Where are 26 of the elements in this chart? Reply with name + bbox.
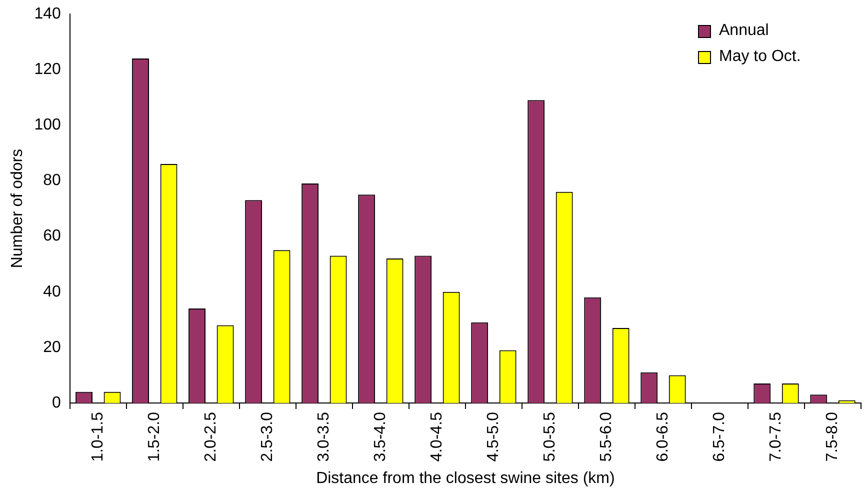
- y-tick-label: 140: [34, 5, 61, 22]
- x-tick-label: 5.5-6.0: [598, 412, 616, 462]
- x-tick-label: 1.5-2.0: [146, 412, 164, 462]
- x-tick-label: 3.5-4.0: [372, 412, 390, 462]
- y-tick-label: 40: [43, 283, 61, 300]
- y-tick-label: 80: [43, 172, 61, 190]
- x-tick-label: 6.0-6.5: [654, 412, 672, 462]
- y-tick-label: 20: [43, 338, 61, 356]
- legend-label: May to Oct.: [719, 48, 801, 66]
- legend-label: Annual: [719, 22, 769, 40]
- x-tick-label: 2.5-3.0: [259, 412, 276, 462]
- y-tick-label: 0: [52, 394, 61, 412]
- x-tick-label: 4.5-5.0: [485, 412, 502, 462]
- y-axis-title: Number of odors: [9, 148, 26, 268]
- x-tick-label: 5.0-5.5: [542, 412, 559, 462]
- x-tick-label: 2.0-2.5: [202, 412, 220, 462]
- x-tick-label: 6.5-7.0: [711, 412, 728, 462]
- x-tick-label: 3.0-3.5: [316, 412, 333, 462]
- x-tick-label: 7.5-8.0: [824, 412, 842, 462]
- x-tick-label: 4.0-4.5: [428, 412, 446, 462]
- x-axis-title: Distance from the closest swine sites (km): [316, 470, 615, 487]
- x-tick-label: 7.0-7.5: [768, 412, 785, 462]
- x-tick-label: 1.0-1.5: [90, 412, 107, 462]
- y-tick-label: 100: [34, 116, 61, 134]
- y-tick-label: 60: [43, 228, 61, 245]
- y-tick-label: 120: [34, 60, 61, 78]
